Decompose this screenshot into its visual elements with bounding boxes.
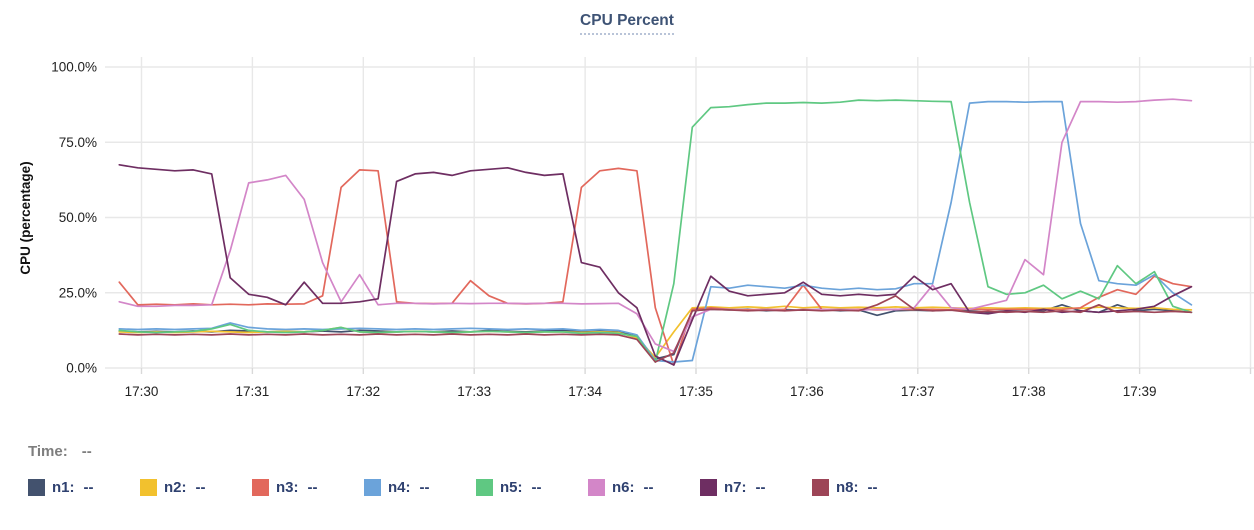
x-tick-label: 17:33 [457, 384, 491, 399]
legend-item-n1[interactable]: n1: -- [28, 479, 140, 496]
legend-swatch-n3 [252, 479, 269, 496]
legend-swatch-n2 [140, 479, 157, 496]
x-tick-label: 17:31 [236, 384, 270, 399]
x-tick-label: 17:37 [901, 384, 935, 399]
legend-value-n1: -- [83, 479, 94, 496]
legend-label-n4: n4: [388, 479, 411, 496]
x-tick-label: 17:35 [679, 384, 713, 399]
time-readout: Time: -- [28, 443, 92, 460]
legend-value-n2: -- [195, 479, 206, 496]
y-tick-label: 25.0% [59, 285, 97, 300]
legend-label-n8: n8: [836, 479, 859, 496]
legend-label-n1: n1: [52, 479, 75, 496]
legend-item-n8[interactable]: n8: -- [812, 479, 924, 496]
legend-value-n7: -- [755, 479, 766, 496]
time-value: -- [81, 443, 92, 460]
y-tick-label: 75.0% [59, 135, 97, 150]
legend-item-n2[interactable]: n2: -- [140, 479, 252, 496]
legend-label-n7: n7: [724, 479, 747, 496]
legend-value-n5: -- [531, 479, 542, 496]
legend-item-n5[interactable]: n5: -- [476, 479, 588, 496]
legend-label-n6: n6: [612, 479, 635, 496]
x-tick-label: 17:30 [125, 384, 159, 399]
series-line-n6 [118, 98, 1193, 353]
panel-title[interactable]: CPU Percent [580, 12, 674, 35]
legend-value-n4: -- [419, 479, 430, 496]
y-axis-title: CPU (percentage) [18, 161, 33, 274]
legend-swatch-n4 [364, 479, 381, 496]
legend-swatch-n8 [812, 479, 829, 496]
time-label: Time: [28, 443, 68, 460]
legend-item-n7[interactable]: n7: -- [700, 479, 812, 496]
y-tick-label: 0.0% [66, 361, 97, 376]
x-tick-label: 17:36 [790, 384, 824, 399]
plot-area[interactable] [105, 55, 1254, 368]
legend-value-n8: -- [867, 479, 878, 496]
series-line-n3 [118, 167, 1193, 366]
legend-item-n3[interactable]: n3: -- [252, 479, 364, 496]
legend-item-n4[interactable]: n4: -- [364, 479, 476, 496]
x-tick-label: 17:39 [1123, 384, 1157, 399]
chart-legend: n1: -- n2: -- n3: -- n4: -- n5: -- n6: -- n7: -- n8: -- [28, 479, 924, 496]
legend-value-n6: -- [643, 479, 654, 496]
y-tick-label: 50.0% [59, 210, 97, 225]
y-tick-label: 100.0% [51, 60, 97, 75]
legend-item-n6[interactable]: n6: -- [588, 479, 700, 496]
series-line-n8 [118, 294, 1193, 363]
legend-label-n3: n3: [276, 479, 299, 496]
legend-label-n5: n5: [500, 479, 523, 496]
legend-swatch-n6 [588, 479, 605, 496]
legend-swatch-n7 [700, 479, 717, 496]
x-tick-label: 17:32 [346, 384, 380, 399]
legend-value-n3: -- [307, 479, 318, 496]
x-tick-label: 17:38 [1012, 384, 1046, 399]
legend-swatch-n5 [476, 479, 493, 496]
x-tick-label: 17:34 [568, 384, 602, 399]
cpu-percent-chart: 0.0% 25.0% 50.0% 75.0% 100.0% 17:30 17:31 17:32… [18, 55, 1254, 399]
legend-swatch-n1 [28, 479, 45, 496]
legend-label-n2: n2: [164, 479, 187, 496]
title-row: CPU Percent [0, 12, 1254, 35]
